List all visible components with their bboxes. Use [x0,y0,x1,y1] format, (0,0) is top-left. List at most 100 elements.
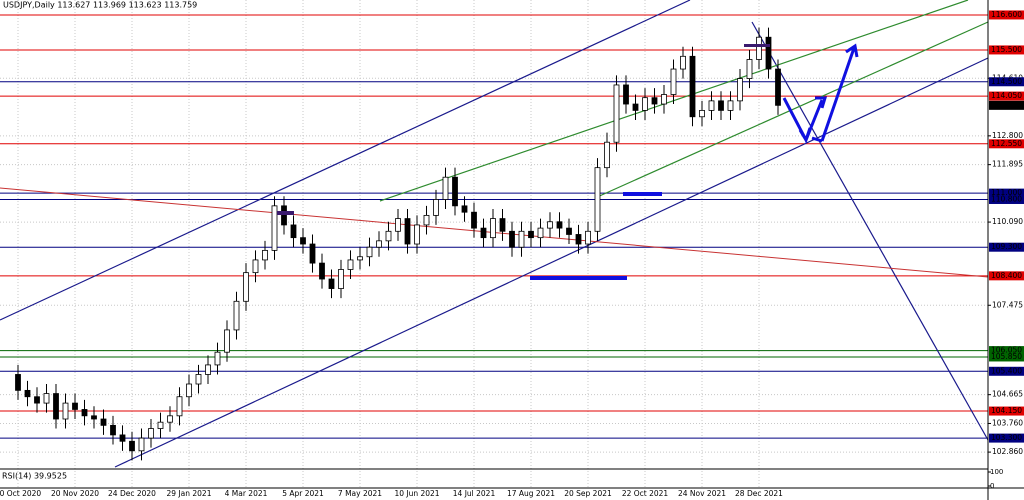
level-tag [989,194,1024,204]
x-tick-label: 29 Jan 2021 [167,489,212,498]
level-tag [989,242,1024,252]
candle-body [756,36,762,60]
rsi-tick-label: 0 [990,482,994,490]
candle-body [651,97,658,105]
candle-body [24,389,31,398]
candle-body [43,393,50,404]
x-tick-label: 5 Apr 2021 [282,489,324,498]
candle-body [442,176,449,200]
rsi-title: RSI(14) 39.9525 [2,472,67,481]
candle-body [499,218,506,232]
level-label: 115.500 [991,45,1022,54]
candle-body [461,205,468,213]
candle-body [746,59,753,79]
candle-body [119,434,126,442]
x-tick-label: 20 Nov 2020 [51,489,99,498]
candle-body [765,36,772,70]
candle-body [366,246,373,258]
candle-body [214,351,221,366]
candle-body [423,214,430,226]
marker-zone [277,211,294,215]
candle-body [148,428,154,439]
channel-upper [0,0,691,321]
candle-body [81,409,88,417]
forecast-arrow [815,43,859,142]
candle-body [718,100,724,111]
candle-body [62,402,69,420]
chart-title: USDJPY,Daily 113.627 113.969 113.623 113… [3,1,197,10]
x-tick-label: 20 Oct 2020 [0,489,41,498]
level-tag [989,77,1024,87]
candle-body [376,240,382,248]
candle-body [15,374,21,391]
candle-body [347,259,354,270]
level-tag [989,346,1024,356]
candle-body [566,227,572,235]
candle-body [271,205,278,251]
candle-body [670,68,677,95]
level-tag [989,91,1024,101]
candle-body [414,224,420,245]
y-tick-label: 103.760 [992,418,1023,427]
x-tick-label: 4 Mar 2021 [225,489,268,498]
x-tick-label: 7 May 2021 [338,489,382,498]
rsi-tick-label: 100 [990,468,1003,476]
y-tick-label: 104.665 [992,390,1023,399]
candle-body [708,100,715,111]
candle-body [224,329,230,353]
candle-body [91,415,97,420]
candle-body [167,415,173,423]
candle-body [727,100,734,111]
level-tag [989,188,1024,198]
candle-body [100,418,107,426]
y-tick-label: 112.800 [992,131,1023,140]
candle-body [556,221,563,229]
candle-body [518,230,525,248]
candle-body [528,230,534,239]
annotations [277,43,859,280]
candle-body [775,68,781,106]
candle-body [195,374,202,385]
candle-body [632,103,639,111]
level-label: 104.150 [991,406,1022,415]
candle-body [319,262,325,280]
candle-body [281,205,287,226]
y-tick-label: 102.860 [992,447,1023,456]
candle-body [490,218,496,239]
candle-body [471,211,477,229]
candle-body [309,243,316,264]
candle-body [157,421,164,429]
candle-body [661,94,667,105]
level-label: 114.500 [991,77,1022,86]
channel-lower [114,57,989,468]
candle-body [176,396,183,417]
candle-body [509,230,515,248]
candle-body [594,167,601,232]
candle-body [290,224,297,239]
x-tick-label: 20 Sep 2021 [564,489,612,498]
current-price-label: 113.759 [991,100,1022,109]
level-label: 105.400 [991,366,1022,375]
candle-body [138,437,145,452]
candle-body [243,272,249,302]
candle-body [737,78,743,102]
level-tag [989,139,1024,149]
candles-layer [15,27,781,461]
level-label: 116.600 [991,10,1022,19]
candle-body [252,259,259,274]
candle-body [585,230,591,245]
candle-body [680,55,686,70]
level-tag [989,352,1024,362]
level-tag [989,45,1024,55]
candle-body [623,84,629,105]
candle-body [72,402,78,410]
x-tick-label: 10 Jun 2021 [394,489,439,498]
level-label: 112.550 [991,139,1022,148]
x-tick-label: 28 Dec 2021 [735,489,783,498]
down-trend [751,21,989,441]
candle-body [328,278,335,289]
candle-body [642,97,648,111]
candle-body [338,269,344,289]
candle-body [385,230,392,242]
